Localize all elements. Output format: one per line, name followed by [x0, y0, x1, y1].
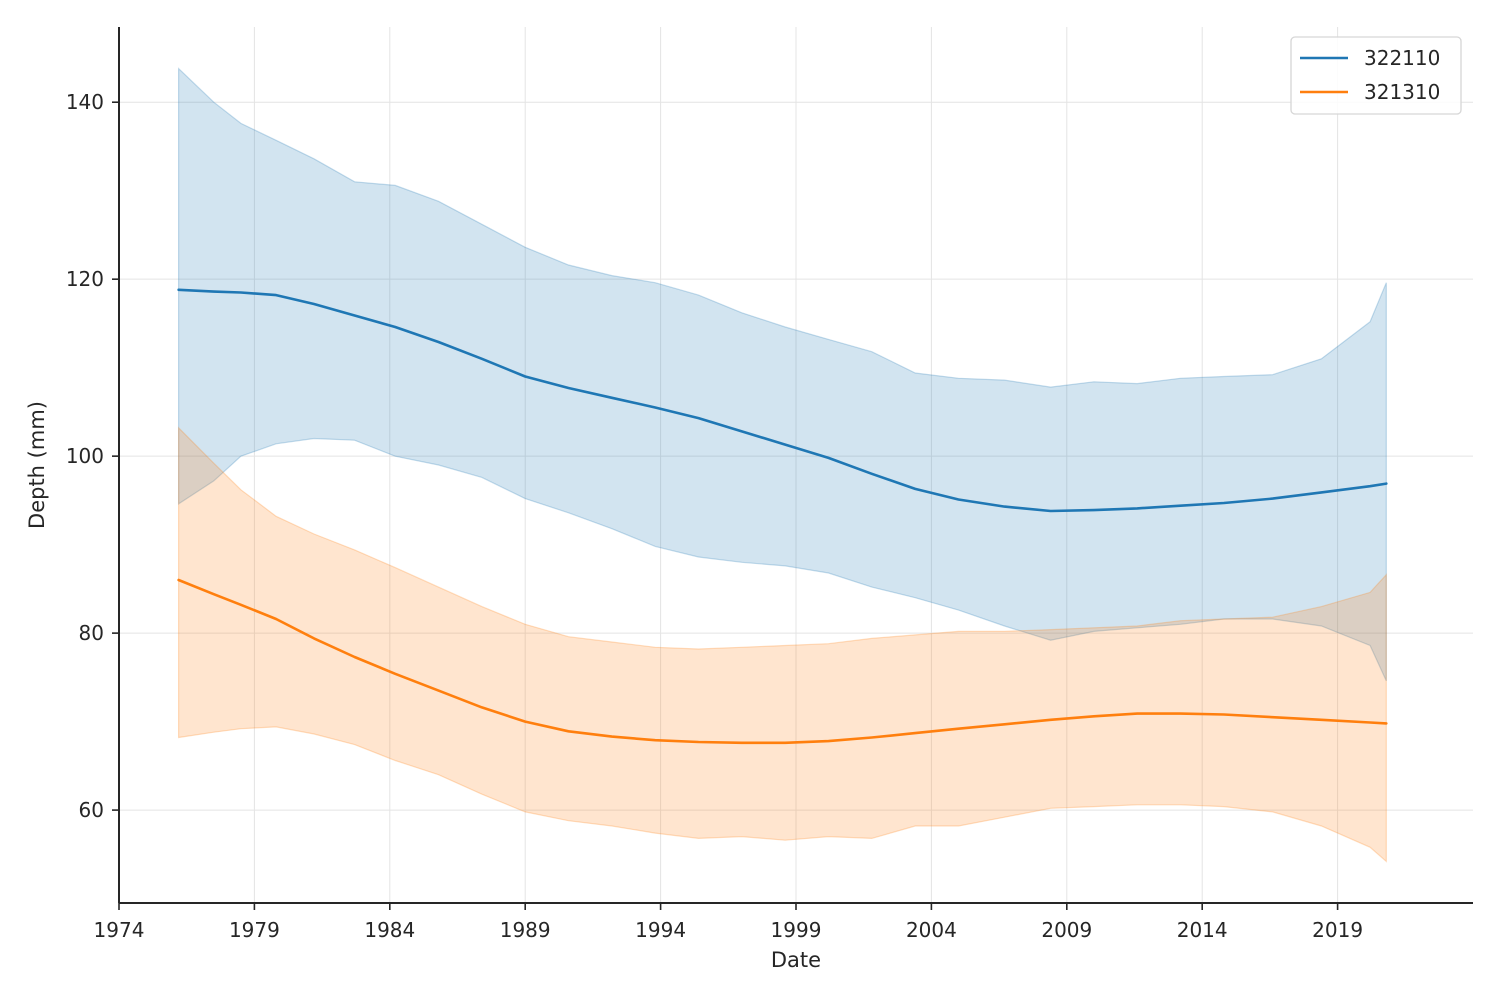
grid [119, 27, 1473, 903]
y-tick-label: 140 [66, 90, 104, 114]
x-tick-label: 1984 [364, 918, 415, 942]
x-tick-label: 1979 [229, 918, 280, 942]
x-ticks: 1974 1979 1984 1989 1994 1999 2004 2009 2014 2019 [94, 903, 1363, 942]
y-tick-label: 120 [66, 267, 104, 291]
x-tick-label: 2009 [1041, 918, 1092, 942]
y-axis-label: Depth (mm) [25, 401, 49, 529]
y-tick-label: 80 [79, 621, 104, 645]
y-tick-label: 100 [66, 444, 104, 468]
confidence-bands [178, 67, 1387, 863]
series-line-321310 [177, 578, 1388, 745]
y-tick-label: 60 [79, 798, 104, 822]
band-321310 [178, 426, 1387, 863]
x-tick-label: 1994 [635, 918, 686, 942]
legend-label-322110: 322110 [1364, 46, 1440, 70]
band-322110 [178, 67, 1387, 682]
x-tick-label: 2019 [1312, 918, 1363, 942]
x-tick-label: 1999 [771, 918, 822, 942]
series-line-322110 [177, 288, 1388, 513]
x-tick-label: 1989 [500, 918, 551, 942]
series-lines [177, 288, 1388, 745]
legend: 322110 321310 [1290, 36, 1462, 115]
x-tick-label: 2014 [1177, 918, 1228, 942]
legend-box [1290, 36, 1462, 115]
y-ticks: 60 80 100 120 140 [66, 90, 119, 822]
legend-label-321310: 321310 [1364, 80, 1440, 104]
x-tick-label: 1974 [94, 918, 145, 942]
x-axis-label: Date [771, 948, 821, 972]
x-tick-label: 2004 [906, 918, 957, 942]
